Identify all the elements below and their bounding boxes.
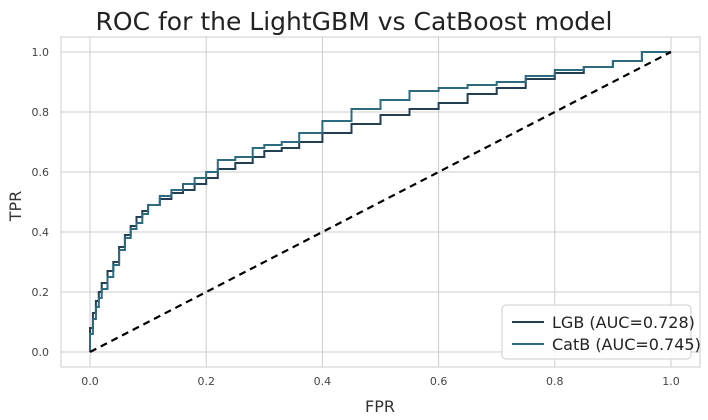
chart-title: ROC for the LightGBM vs CatBoost model [96, 7, 613, 36]
x-tick-label: 0.6 [430, 375, 448, 388]
x-axis-ticks: 0.0 0.2 0.4 0.6 0.8 1.0 [81, 375, 679, 388]
legend-box [501, 304, 692, 360]
legend-entry-label: CatB (AUC=0.745) [552, 335, 701, 354]
legend: LGB (AUC=0.728) CatB (AUC=0.745) [501, 304, 701, 360]
y-tick-label: 0.6 [32, 166, 50, 179]
x-tick-label: 0.4 [314, 375, 332, 388]
y-tick-label: 1.0 [32, 46, 50, 59]
reference-diagonal-line [89, 51, 672, 353]
x-tick-label: 0.0 [81, 375, 99, 388]
series-lines [89, 51, 672, 353]
y-tick-label: 0.2 [32, 286, 50, 299]
series-line-catb [89, 51, 671, 352]
y-tick-label: 0.4 [32, 226, 50, 239]
x-tick-label: 1.0 [662, 375, 680, 388]
plot-area [60, 36, 701, 368]
legend-entry-label: LGB (AUC=0.728) [552, 313, 695, 332]
y-axis-ticks: 0.0 0.2 0.4 0.6 0.8 1.0 [32, 46, 50, 359]
x-tick-label: 0.2 [197, 375, 215, 388]
y-axis-label: TPR [6, 191, 25, 223]
x-tick-label: 0.8 [546, 375, 564, 388]
y-tick-label: 0.8 [32, 106, 50, 119]
y-tick-label: 0.0 [32, 346, 50, 359]
x-axis-label: FPR [365, 397, 395, 416]
